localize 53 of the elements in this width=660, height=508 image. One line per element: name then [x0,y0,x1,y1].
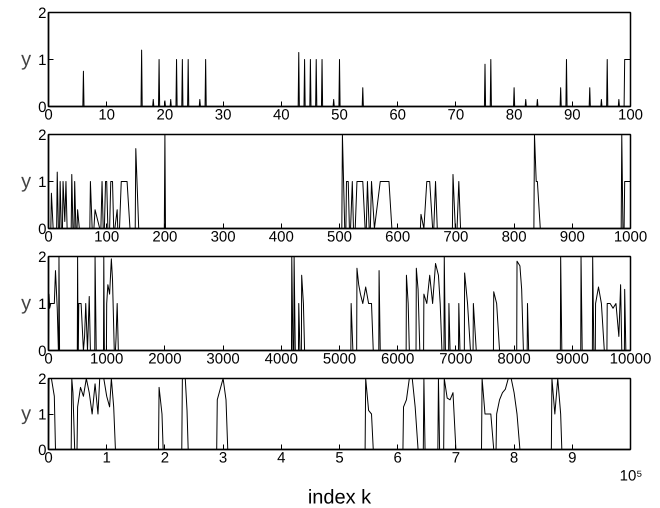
y-tick-label: 1 [38,174,46,191]
x-tick-label: 20 [156,106,174,124]
x-tick-label: 6000 [381,350,414,368]
x-tick-label: 100 [618,106,644,124]
x-tick-label: 40 [272,106,290,124]
x-tick-label: 600 [385,228,410,246]
x-tick-label: 500 [326,228,352,246]
x-tick-label: 4 [277,450,286,466]
y-tick-label: 2 [38,371,46,388]
x-tick-label: 200 [152,228,178,246]
x-tick-label: 80 [506,106,522,124]
y-tick-label: 1 [38,296,46,313]
x-tick-label: 8 [510,450,518,466]
y-tick-label: 1 [38,406,46,424]
x-tick-label: 50 [331,106,348,124]
y-tick-label: 2 [38,127,46,144]
x-tick-label: 6 [394,450,402,466]
x-tick-label: 8000 [497,350,531,368]
x-tick-label: 100 [94,228,120,246]
x-tick-label: 7 [452,450,460,466]
x-tick-label: 70 [448,106,464,124]
x-tick-label: 1000 [614,228,648,246]
x-tick-label: 800 [502,228,527,246]
x-tick-label: 7000 [439,350,473,368]
x-tick-label: 700 [443,228,468,246]
x-tick-label: 9000 [556,350,589,368]
y-axis-title: y [21,292,32,314]
text: 10⁵ [620,468,643,484]
x-tick-label: 5000 [322,350,356,368]
x-tick-label: 4000 [264,350,298,368]
x-tick-label: 3 [218,450,228,466]
x-tick-label: 5 [335,450,344,466]
x-tick-label: 90 [564,106,581,124]
x-tick-label: 9 [568,450,576,466]
x-tick-label: 1 [102,450,111,466]
x-tick-label: 60 [389,106,406,124]
x-tick-label: 10 [98,106,116,124]
x-tick-label: 400 [268,228,294,246]
x-tick-label: 2 [160,450,170,466]
y-tick-label: 1 [38,52,46,69]
y-axis-title: y [21,170,32,192]
x-axis-title: index k [308,486,372,508]
x-tick-label: 10000 [610,350,652,368]
y-axis-title: y [21,48,32,70]
x-tick-label: 30 [214,106,232,124]
x-tick-label: 1000 [90,350,124,368]
y-tick-label: 2 [38,249,46,266]
y-axis-title: y [21,403,32,425]
x-tick-label: 900 [560,228,585,246]
x-tick-label: 2000 [148,350,182,368]
x-tick-label: 300 [210,228,236,246]
y-tick-label: 2 [38,5,46,22]
x-tick-label: 3000 [206,350,240,368]
